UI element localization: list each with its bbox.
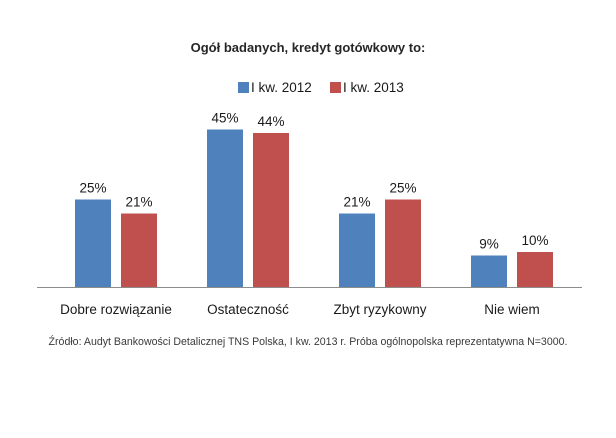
legend-item-series-1: I kw. 2012 [238, 79, 312, 97]
legend-label-series-1: I kw. 2012 [251, 80, 312, 95]
legend-label-series-2: I kw. 2013 [343, 80, 404, 95]
data-label-series-2-cat-3: 25% [389, 181, 416, 196]
data-label-series-2-cat-1: 21% [125, 195, 152, 210]
bar-series-2-cat-3 [385, 199, 421, 287]
x-tick-label-1: Dobre rozwiązanie [60, 302, 172, 317]
chart-title: Ogół badanych, kredyt gotówkowy to: [190, 40, 426, 55]
bar-series-2-cat-1 [121, 213, 157, 287]
data-label-series-2-cat-4: 10% [521, 233, 548, 248]
legend-item-series-2: I kw. 2013 [330, 79, 404, 97]
x-tick-label-2: Ostateczność [207, 302, 289, 317]
bar-series-1-cat-3 [339, 213, 375, 287]
legend-swatch-series-2 [330, 82, 341, 93]
bar-series-2-cat-2 [253, 133, 289, 287]
data-label-series-1-cat-4: 9% [479, 237, 499, 252]
data-label-series-1-cat-3: 21% [343, 195, 370, 210]
bar-series-1-cat-2 [207, 129, 243, 287]
x-tick-label-3: Zbyt ryzykowny [333, 302, 426, 317]
source-note: Źródło: Audyt Bankowości Detalicznej TNS… [48, 336, 568, 348]
bar-series-1-cat-1 [75, 199, 111, 287]
data-label-series-1-cat-2: 45% [211, 111, 238, 126]
data-label-series-1-cat-1: 25% [79, 181, 106, 196]
legend-swatch-series-1 [238, 82, 249, 93]
bar-series-2-cat-4 [517, 252, 553, 287]
bar-series-1-cat-4 [471, 255, 507, 287]
x-tick-label-4: Nie wiem [484, 302, 540, 317]
data-label-series-2-cat-2: 44% [257, 114, 284, 129]
chart-legend: I kw. 2012 I kw. 2013 [0, 79, 616, 97]
bar-chart-plot: 25% 21% Dobre rozwiązanie 45% 44% Ostatecznoś… [37, 111, 582, 317]
